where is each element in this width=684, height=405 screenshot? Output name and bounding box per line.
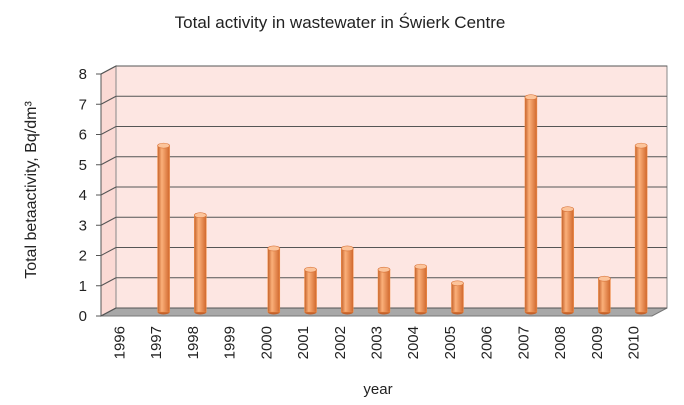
x-tick-label: 2004 [405, 326, 422, 359]
bar-top [561, 206, 574, 212]
grid-line-side [100, 307, 117, 317]
x-tick-label: 2005 [442, 326, 459, 359]
bar [634, 145, 648, 313]
bar-top [524, 94, 538, 101]
bar-top [377, 266, 391, 273]
grid-line-side [100, 126, 117, 135]
grid-line-side [100, 277, 117, 287]
bar-top [414, 263, 428, 270]
x-axis-label: year [363, 381, 392, 398]
grid-line-side [100, 95, 117, 105]
x-tick-label: 2000 [258, 326, 275, 359]
bar [524, 96, 538, 313]
bar-top [194, 212, 207, 218]
x-tick-label: 2001 [295, 326, 312, 359]
bar [451, 283, 464, 313]
y-tick-label: 4 [79, 187, 87, 204]
x-tick-label: 2010 [626, 326, 643, 359]
bar-top [267, 245, 281, 252]
grid-line-side [100, 216, 117, 226]
y-tick-label: 6 [79, 127, 87, 144]
chart-title: Total activity in wastewater in Świerk C… [175, 13, 506, 32]
bar-top [304, 266, 317, 273]
y-tick-label: 1 [79, 278, 87, 295]
bar-top [634, 142, 648, 149]
x-tick-label: 2006 [479, 326, 496, 359]
y-tick-label: 3 [79, 217, 87, 234]
x-tick-label: 2008 [552, 326, 569, 359]
x-tick-label: 1998 [185, 326, 202, 359]
bar [561, 208, 574, 313]
bar-top [451, 280, 464, 287]
x-tick-label: 2003 [369, 326, 386, 359]
bar-top [598, 275, 611, 282]
grid-line-side [100, 186, 117, 196]
x-tick-label: 2007 [515, 326, 532, 359]
bar [598, 278, 611, 313]
x-tick-label: 1996 [111, 326, 128, 359]
bar [341, 248, 354, 313]
bar [377, 269, 391, 313]
x-tick-label: 1997 [148, 326, 165, 359]
x-tick-label: 2009 [589, 326, 606, 359]
grid-line-side [100, 156, 117, 166]
bar-top [157, 142, 170, 149]
y-tick-label: 0 [79, 308, 87, 325]
y-tick-label: 8 [79, 66, 87, 83]
bar [267, 248, 281, 313]
x-tick-label: 2002 [332, 326, 349, 359]
x-tick-label: 1999 [222, 326, 239, 359]
bar [194, 214, 207, 313]
bar [414, 266, 427, 313]
y-tick-label: 5 [79, 157, 87, 174]
y-tick-label: 2 [79, 248, 87, 265]
y-axis-label: Total betaactivity, Bq/dm³ [23, 101, 40, 279]
bar [157, 145, 170, 313]
bar [304, 269, 317, 313]
grid-line-side [100, 247, 117, 256]
bar-top [340, 245, 354, 252]
y-tick-label: 7 [79, 96, 87, 113]
grid-line-side [100, 65, 117, 75]
